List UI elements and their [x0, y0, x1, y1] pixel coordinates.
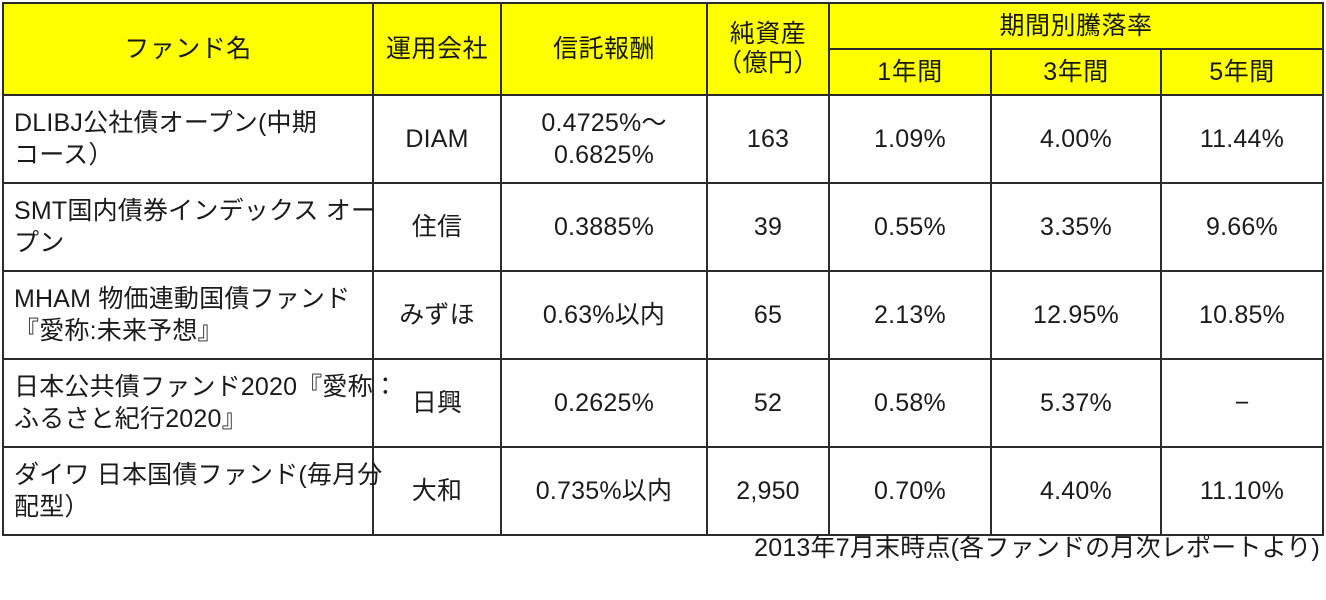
fund-comparison-table: ファンド名 運用会社 信託報酬 純資産 （億円） 期間別騰落率 1年間 3年間 … — [2, 2, 1324, 536]
cell-company: DIAM — [372, 94, 502, 184]
cell-net-assets: 65 — [706, 270, 830, 360]
fee-line1: 0.4725%〜 — [541, 108, 667, 137]
cell-net-assets: 163 — [706, 94, 830, 184]
header-row-top: ファンド名 運用会社 信託報酬 純資産 （億円） 期間別騰落率 — [2, 2, 1324, 96]
cell-return-year1: 2.13% — [828, 270, 992, 360]
net-assets-label-line2: （億円） — [716, 49, 819, 77]
fund-name-line2: ふるさと紀行2020』 — [14, 405, 247, 433]
cell-return-year5: 11.10% — [1160, 446, 1324, 536]
cell-return-year3: 3.35% — [990, 182, 1162, 272]
cell-return-year5: 10.85% — [1160, 270, 1324, 360]
fund-name-line1: DLIBJ公社債オープン(中期 — [14, 108, 317, 137]
fund-name-line2: 配型） — [14, 493, 90, 521]
cell-fee: 0.735%以内 — [500, 446, 708, 536]
cell-fund-name: ダイワ 日本国債ファンド(毎月分 配型） — [2, 446, 383, 536]
table-row: ダイワ 日本国債ファンド(毎月分 配型） 大和 0.735%以内 2,950 0… — [2, 446, 1324, 536]
cell-fee: 0.2625% — [500, 358, 708, 448]
cell-fund-name: DLIBJ公社債オープン(中期 コース） — [2, 94, 374, 184]
column-header-year3: 3年間 — [990, 48, 1162, 96]
cell-company: 住信 — [372, 182, 502, 272]
fund-name-line2: 『愛称:未来予想』 — [14, 317, 223, 345]
cell-return-year1: 0.70% — [828, 446, 992, 536]
fund-name-line2: コース） — [14, 141, 114, 169]
cell-return-year5: 9.66% — [1160, 182, 1324, 272]
fund-name-line1: ダイワ 日本国債ファンド(毎月分 — [14, 460, 383, 489]
cell-company: 日興 — [372, 358, 502, 448]
column-header-year1: 1年間 — [828, 48, 992, 96]
table-row: DLIBJ公社債オープン(中期 コース） DIAM 0.4725%〜 0.682… — [2, 94, 1324, 184]
cell-net-assets: 39 — [706, 182, 830, 272]
cell-company: みずほ — [372, 270, 502, 360]
table-source-footnote: 2013年7月末時点(各ファンドの月次レポートより) — [754, 534, 1320, 562]
net-assets-label-line1: 純資産 — [729, 20, 807, 49]
cell-return-year1: 0.58% — [828, 358, 992, 448]
fund-name-line1: MHAM 物価連動国債ファンド — [14, 284, 351, 313]
cell-return-year3: 5.37% — [990, 358, 1162, 448]
cell-return-year5: − — [1160, 358, 1324, 448]
table-row: SMT国内債券インデックス オー プン 住信 0.3885% 39 0.55% … — [2, 182, 1324, 272]
fund-name-line1: 日本公共債ファンド2020『愛称： — [14, 372, 399, 401]
fee-line2: 0.6825% — [553, 141, 655, 169]
fund-table-container: ファンド名 運用会社 信託報酬 純資産 （億円） 期間別騰落率 1年間 3年間 … — [2, 2, 1324, 536]
column-header-year5: 5年間 — [1160, 48, 1324, 96]
table-row: 日本公共債ファンド2020『愛称： ふるさと紀行2020』 日興 0.2625%… — [2, 358, 1324, 448]
cell-fee: 0.4725%〜 0.6825% — [500, 94, 708, 184]
cell-fund-name: SMT国内債券インデックス オー プン — [2, 182, 377, 272]
table-row: MHAM 物価連動国債ファンド 『愛称:未来予想』 みずほ 0.63%以内 65… — [2, 270, 1324, 360]
header-row-bottom: 1年間 3年間 5年間 — [3, 48, 1324, 96]
fund-name-line2: プン — [14, 229, 65, 257]
fund-name-line1: SMT国内債券インデックス オー — [14, 196, 377, 225]
cell-return-year1: 0.55% — [828, 182, 992, 272]
cell-company: 大和 — [372, 446, 502, 536]
table-header: ファンド名 運用会社 信託報酬 純資産 （億円） 期間別騰落率 1年間 3年間 … — [2, 2, 1324, 96]
column-header-net-assets: 純資産 （億円） — [706, 2, 830, 96]
cell-fund-name: 日本公共債ファンド2020『愛称： ふるさと紀行2020』 — [2, 358, 399, 448]
cell-return-year1: 1.09% — [828, 94, 992, 184]
column-header-period-return-group: 期間別騰落率 — [828, 2, 1324, 50]
cell-fund-name: MHAM 物価連動国債ファンド 『愛称:未来予想』 — [2, 270, 374, 360]
cell-net-assets: 52 — [706, 358, 830, 448]
cell-return-year3: 12.95% — [990, 270, 1162, 360]
column-header-company: 運用会社 — [372, 2, 502, 96]
table-body: DLIBJ公社債オープン(中期 コース） DIAM 0.4725%〜 0.682… — [2, 94, 1324, 536]
cell-return-year3: 4.40% — [990, 446, 1162, 536]
column-header-fee: 信託報酬 — [500, 2, 708, 96]
column-header-fund-name: ファンド名 — [2, 2, 374, 96]
cell-fee: 0.63%以内 — [500, 270, 708, 360]
cell-return-year5: 11.44% — [1160, 94, 1324, 184]
cell-net-assets: 2,950 — [706, 446, 830, 536]
cell-return-year3: 4.00% — [990, 94, 1162, 184]
cell-fee: 0.3885% — [500, 182, 708, 272]
